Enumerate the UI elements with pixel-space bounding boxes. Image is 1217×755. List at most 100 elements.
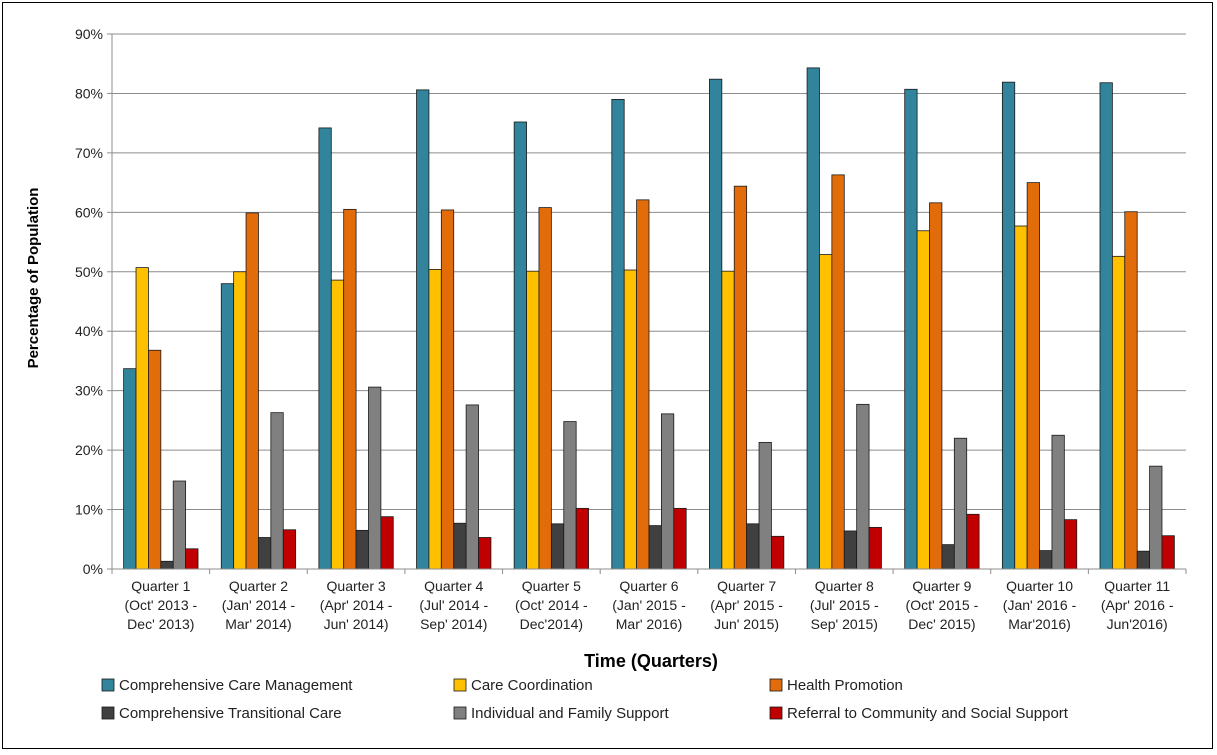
bar	[916, 230, 930, 570]
bar	[258, 537, 272, 570]
bar	[135, 267, 149, 570]
axes	[111, 34, 1187, 574]
x-category-label: Quarter 6 (Jan' 2015 -Mar' 2016)	[612, 578, 686, 632]
x-category-label: Quarter 7 (Apr' 2015 -Jun' 2015)	[710, 578, 783, 632]
bar	[538, 207, 552, 570]
bar	[440, 209, 455, 570]
x-category-label: Quarter 11 (Apr' 2016 -Jun'2016)	[1101, 578, 1174, 632]
bar	[526, 270, 540, 570]
legend-label: Individual and Family Support	[471, 705, 669, 722]
bar	[611, 98, 625, 570]
bar	[160, 560, 174, 570]
bar	[1063, 519, 1078, 570]
x-axis-title: Time (Quarters)	[584, 651, 718, 671]
x-category-label: Quarter 2 (Jan' 2014 -Mar' 2014)	[222, 578, 296, 632]
bar	[709, 78, 723, 570]
bar	[233, 271, 247, 570]
x-axis-categories: Quarter 1 (Oct' 2013 -Dec' 2013) Quarter 2…	[124, 578, 1173, 632]
y-tick-label: 0%	[83, 561, 103, 577]
x-category-label: Quarter 10 (Jan' 2016 -Mar'2016)	[1003, 578, 1077, 632]
bar	[453, 522, 467, 570]
bar	[623, 269, 638, 570]
x-category-label: Quarter 1 (Oct' 2013 -Dec' 2013)	[124, 578, 197, 632]
bar	[673, 507, 687, 570]
bars	[123, 67, 1175, 570]
bar	[575, 507, 589, 570]
legend: Comprehensive Care Management Care Coordi…	[101, 677, 1069, 722]
bar	[465, 404, 479, 570]
bar	[318, 127, 332, 570]
y-tick-label: 90%	[75, 26, 103, 42]
legend-label: Comprehensive Transitional Care	[119, 705, 342, 722]
legend-swatch	[769, 706, 783, 720]
bar	[172, 480, 187, 570]
legend-label: Care Coordination	[471, 677, 593, 694]
bar	[245, 212, 259, 570]
legend-label: Health Promotion	[787, 677, 903, 694]
bar	[843, 530, 858, 570]
bar	[929, 202, 943, 570]
bar	[550, 523, 565, 570]
bar	[380, 516, 394, 570]
y-tick-label: 30%	[75, 383, 103, 399]
bar	[806, 67, 820, 570]
legend-label: Referral to Community and Social Support	[787, 705, 1069, 722]
x-category-label: Quarter 5 (Oct' 2014 -Dec'2014)	[515, 578, 588, 632]
bar	[966, 513, 980, 570]
bar	[904, 88, 918, 570]
bar	[123, 368, 137, 570]
bar	[416, 89, 430, 570]
bar	[661, 413, 675, 570]
bar	[636, 199, 650, 570]
y-tick-label: 50%	[75, 264, 103, 280]
bar	[758, 441, 772, 570]
y-tick-label: 20%	[75, 442, 103, 458]
bar	[428, 268, 442, 570]
x-category-label: Quarter 9 (Oct' 2015 -Dec' 2015)	[906, 578, 979, 632]
legend-swatch	[769, 678, 783, 692]
legend-label: Comprehensive Care Management	[119, 677, 353, 694]
y-tick-label: 70%	[75, 145, 103, 161]
legend-swatch	[101, 706, 115, 720]
bar	[563, 421, 577, 570]
y-axis-title: Percentage of Population	[25, 188, 42, 369]
bar	[513, 121, 527, 570]
bar	[648, 525, 662, 570]
bar-chart: 0% 10% 20% 30% 40% 50% 60% 70% 80% 90% Quarter 1(…	[25, 26, 1187, 722]
bar	[355, 529, 369, 570]
bar	[1026, 182, 1040, 570]
bar	[1124, 211, 1138, 570]
bar	[330, 279, 345, 570]
bar	[1051, 434, 1065, 570]
bar	[721, 270, 735, 570]
bar	[941, 544, 955, 570]
bar	[856, 403, 870, 570]
bar	[1014, 225, 1028, 570]
bar	[953, 437, 968, 570]
bar	[831, 174, 845, 570]
legend-swatch	[101, 678, 115, 692]
bar	[185, 548, 199, 570]
y-tick-label: 40%	[75, 323, 103, 339]
x-category-label: Quarter 8 (Jul' 2015 -Sep' 2015)	[810, 578, 879, 632]
bar	[771, 535, 785, 570]
y-axis-ticks: 0% 10% 20% 30% 40% 50% 60% 70% 80% 90%	[75, 26, 112, 577]
bar	[746, 523, 760, 570]
y-tick-label: 80%	[75, 85, 103, 101]
bar	[868, 526, 882, 570]
bar	[368, 386, 382, 570]
bar	[478, 537, 492, 570]
x-category-label: Quarter 3 (Apr' 2014 -Jun' 2014)	[320, 578, 393, 632]
bar	[1001, 81, 1016, 570]
bar	[282, 529, 297, 570]
x-category-label: Quarter 4 (Jul' 2014 -Sep' 2014)	[419, 578, 488, 632]
bar	[343, 208, 357, 570]
bar	[1039, 550, 1053, 570]
bar	[148, 349, 162, 570]
bar	[1111, 255, 1126, 570]
y-tick-label: 60%	[75, 204, 103, 220]
bar	[1149, 465, 1163, 570]
y-tick-label: 10%	[75, 502, 103, 518]
legend-swatch	[453, 678, 467, 692]
